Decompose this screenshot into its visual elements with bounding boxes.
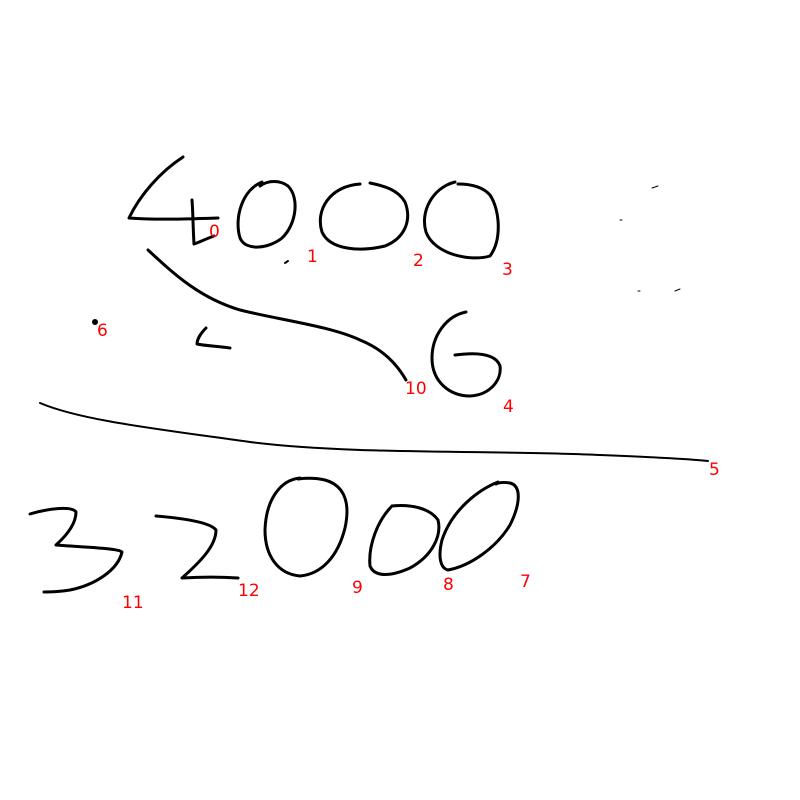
stroke-2 xyxy=(318,181,410,251)
label-10: 10 xyxy=(405,379,427,399)
stroke-dot-1 xyxy=(284,260,289,264)
label-7: 7 xyxy=(520,572,531,592)
stroke-8 xyxy=(368,504,441,576)
label-11: 11 xyxy=(122,593,144,613)
faint-mark-3 xyxy=(674,288,681,292)
label-2: 2 xyxy=(413,251,424,271)
stroke-6 xyxy=(92,319,98,325)
label-12: 12 xyxy=(238,581,260,601)
label-3: 3 xyxy=(502,260,513,280)
stroke-small xyxy=(195,326,232,350)
stroke-7 xyxy=(438,480,520,572)
stroke-3 xyxy=(423,180,500,260)
stroke-9 xyxy=(263,476,349,578)
stroke-11 xyxy=(28,506,124,594)
stroke-12 xyxy=(154,514,240,580)
label-1: 1 xyxy=(307,247,318,267)
label-6: 6 xyxy=(97,321,108,341)
stroke-5 xyxy=(39,402,709,462)
stroke-10 xyxy=(146,248,408,382)
label-8: 8 xyxy=(443,575,454,595)
label-9: 9 xyxy=(352,578,363,598)
label-4: 4 xyxy=(503,397,514,417)
faint-mark-1 xyxy=(651,185,659,189)
stroke-1 xyxy=(236,180,297,249)
label-0: 0 xyxy=(209,222,220,242)
stroke-0 xyxy=(127,155,220,246)
label-5: 5 xyxy=(709,460,720,480)
stroke-4 xyxy=(430,310,502,398)
